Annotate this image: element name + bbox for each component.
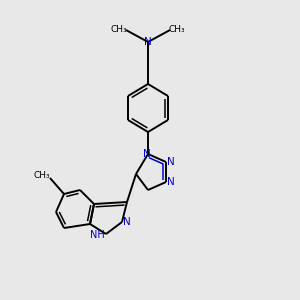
Text: N: N	[144, 37, 152, 47]
Text: N: N	[167, 177, 175, 187]
Text: N: N	[143, 149, 151, 159]
Text: N: N	[123, 217, 131, 227]
Text: CH₃: CH₃	[34, 172, 50, 181]
Text: CH₃: CH₃	[169, 26, 185, 34]
Text: N: N	[167, 157, 175, 167]
Text: NH: NH	[90, 230, 104, 240]
Text: CH₃: CH₃	[111, 26, 127, 34]
